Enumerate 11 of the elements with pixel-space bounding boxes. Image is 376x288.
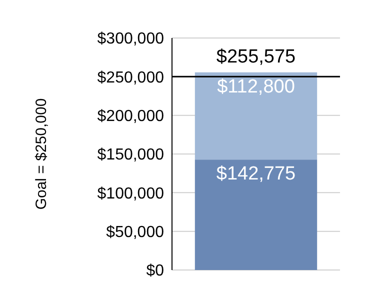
y-tick-label: $200,000 <box>97 108 164 125</box>
total-label: $255,575 <box>216 46 296 68</box>
y-tick-label: $150,000 <box>97 146 164 164</box>
data-label: $142,775 <box>216 164 296 185</box>
y-axis-title: Goal = $250,000 <box>33 98 50 210</box>
y-tick-label: $50,000 <box>106 224 164 241</box>
y-tick-label: $300,000 <box>97 30 164 48</box>
y-tick-label: $250,000 <box>97 69 164 86</box>
data-label: $112,800 <box>217 76 295 98</box>
y-tick-label: $0 <box>146 262 164 280</box>
y-tick-label: $100,000 <box>97 185 164 202</box>
